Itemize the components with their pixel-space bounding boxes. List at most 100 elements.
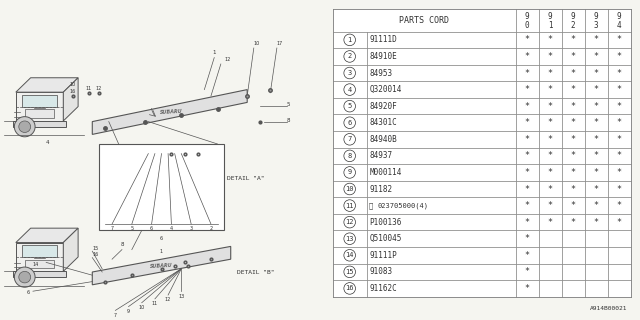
- Text: M000114: M000114: [369, 168, 402, 177]
- Bar: [367, 65, 516, 81]
- Bar: [516, 197, 539, 214]
- Text: *: *: [594, 201, 598, 210]
- Bar: [367, 81, 516, 98]
- Bar: [607, 65, 630, 81]
- Bar: [367, 247, 516, 264]
- Text: 1: 1: [212, 50, 216, 55]
- Bar: [516, 81, 539, 98]
- Bar: [367, 115, 516, 131]
- Bar: [584, 148, 607, 164]
- Text: 5: 5: [287, 101, 291, 107]
- Bar: [584, 48, 607, 65]
- Text: 6: 6: [26, 291, 29, 295]
- Bar: [333, 280, 367, 297]
- Bar: [539, 214, 562, 230]
- Bar: [516, 148, 539, 164]
- Text: 11: 11: [86, 85, 92, 91]
- Text: 3: 3: [189, 227, 193, 231]
- Bar: [539, 148, 562, 164]
- Bar: [539, 230, 562, 247]
- Text: DETAIL "B": DETAIL "B": [237, 269, 275, 275]
- Text: *: *: [525, 218, 530, 227]
- Text: *: *: [571, 85, 575, 94]
- Bar: [516, 98, 539, 115]
- Text: 11: 11: [346, 203, 354, 209]
- Bar: [607, 181, 630, 197]
- Bar: [333, 115, 367, 131]
- Text: 13: 13: [346, 236, 354, 242]
- Bar: [99, 144, 224, 230]
- Bar: [562, 247, 584, 264]
- Text: Q510045: Q510045: [369, 234, 402, 243]
- Polygon shape: [22, 95, 58, 107]
- Text: *: *: [594, 36, 598, 44]
- Text: *: *: [616, 151, 621, 160]
- Text: *: *: [594, 151, 598, 160]
- Text: *: *: [594, 135, 598, 144]
- Bar: [539, 65, 562, 81]
- Text: 7: 7: [114, 313, 117, 318]
- Bar: [607, 148, 630, 164]
- Text: 1: 1: [160, 249, 163, 254]
- Text: *: *: [616, 52, 621, 61]
- Polygon shape: [13, 121, 67, 127]
- Text: 10: 10: [69, 82, 76, 87]
- Text: *: *: [616, 85, 621, 94]
- Bar: [539, 115, 562, 131]
- Text: *: *: [616, 168, 621, 177]
- Polygon shape: [16, 243, 63, 271]
- Text: *: *: [525, 201, 530, 210]
- Text: 3: 3: [348, 70, 352, 76]
- Text: 84910E: 84910E: [369, 52, 397, 61]
- Bar: [584, 164, 607, 181]
- Text: 8: 8: [120, 243, 124, 247]
- Bar: [607, 264, 630, 280]
- Text: 6: 6: [348, 120, 352, 126]
- Bar: [562, 32, 584, 48]
- Text: *: *: [548, 118, 553, 127]
- Text: *: *: [548, 185, 553, 194]
- Circle shape: [19, 271, 31, 283]
- Bar: [584, 10, 607, 32]
- Bar: [333, 247, 367, 264]
- Text: *: *: [548, 102, 553, 111]
- Bar: [584, 214, 607, 230]
- Polygon shape: [63, 78, 78, 121]
- Bar: [607, 10, 630, 32]
- Bar: [367, 280, 516, 297]
- Bar: [584, 115, 607, 131]
- Bar: [607, 81, 630, 98]
- Circle shape: [19, 121, 31, 132]
- Text: 12: 12: [165, 298, 172, 302]
- Text: *: *: [616, 201, 621, 210]
- Text: *: *: [616, 68, 621, 77]
- Bar: [539, 131, 562, 148]
- Bar: [516, 230, 539, 247]
- Text: *: *: [525, 102, 530, 111]
- Text: 84937: 84937: [369, 151, 392, 160]
- Bar: [367, 230, 516, 247]
- Text: 15: 15: [92, 246, 99, 251]
- Polygon shape: [22, 245, 58, 257]
- Bar: [367, 32, 516, 48]
- Text: *: *: [571, 218, 575, 227]
- Text: *: *: [571, 118, 575, 127]
- Bar: [516, 65, 539, 81]
- Text: *: *: [548, 151, 553, 160]
- Bar: [584, 65, 607, 81]
- Bar: [516, 48, 539, 65]
- Text: *: *: [548, 218, 553, 227]
- Bar: [333, 181, 367, 197]
- Bar: [367, 181, 516, 197]
- Text: *: *: [525, 185, 530, 194]
- Text: A914B00021: A914B00021: [590, 306, 627, 310]
- Text: *: *: [525, 118, 530, 127]
- Text: 4: 4: [348, 87, 352, 92]
- Text: *: *: [594, 85, 598, 94]
- Bar: [562, 115, 584, 131]
- Bar: [539, 197, 562, 214]
- Bar: [333, 10, 516, 32]
- Text: *: *: [548, 168, 553, 177]
- Text: 12: 12: [224, 57, 230, 62]
- Bar: [562, 10, 584, 32]
